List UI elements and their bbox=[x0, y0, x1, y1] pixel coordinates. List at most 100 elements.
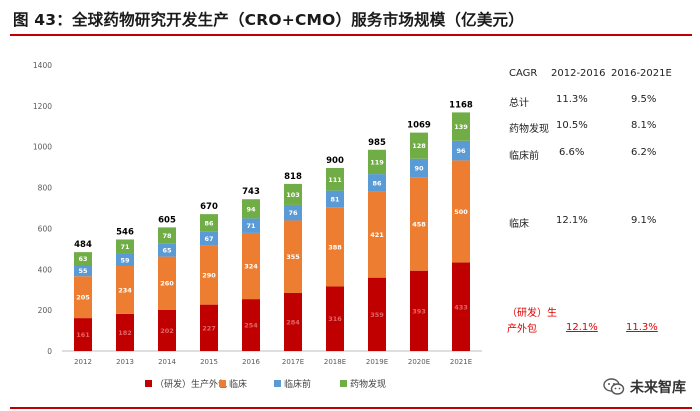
cagr-row-label: 临床 bbox=[509, 219, 529, 230]
bar-segment bbox=[452, 160, 470, 263]
data-label: 290 bbox=[202, 272, 216, 280]
bar-segment bbox=[116, 313, 134, 351]
bar-segment bbox=[74, 252, 92, 265]
bar-segment bbox=[200, 245, 218, 305]
data-label: 65 bbox=[162, 246, 172, 254]
y-tick-label: 1200 bbox=[33, 102, 52, 111]
legend-label: （研发）生产外包 bbox=[155, 378, 227, 390]
watermark: 未来智库 bbox=[603, 377, 686, 397]
x-tick-label: 2015 bbox=[200, 358, 218, 366]
x-tick-label: 2019E bbox=[366, 358, 388, 366]
data-label: 128 bbox=[412, 142, 426, 150]
total-label: 546 bbox=[116, 227, 134, 237]
data-label: 81 bbox=[330, 195, 340, 203]
total-label: 605 bbox=[158, 215, 176, 225]
bar-segment bbox=[242, 299, 260, 351]
data-label: 161 bbox=[76, 331, 90, 339]
bar-segment bbox=[158, 227, 176, 244]
bar-segment bbox=[284, 183, 302, 205]
legend-swatch bbox=[145, 380, 152, 387]
bar-segment bbox=[200, 214, 218, 232]
total-label: 1168 bbox=[449, 100, 473, 110]
bar-segment bbox=[74, 264, 92, 277]
legend-swatch bbox=[274, 380, 281, 387]
x-tick-label: 2013 bbox=[116, 358, 134, 366]
bar-segment bbox=[452, 140, 470, 161]
data-label: 284 bbox=[286, 318, 300, 326]
data-label: 96 bbox=[456, 147, 466, 155]
cagr-row-value1: 6.6% bbox=[559, 147, 585, 158]
data-label: 227 bbox=[202, 324, 216, 332]
bar-segment bbox=[158, 243, 176, 257]
data-label: 205 bbox=[76, 294, 90, 302]
bar-segment bbox=[326, 167, 344, 191]
data-label: 355 bbox=[286, 253, 300, 261]
cagr-row-value1: 10.5% bbox=[556, 120, 588, 131]
watermark-text: 未来智库 bbox=[630, 380, 686, 396]
total-label: 1069 bbox=[407, 121, 431, 131]
data-label: 234 bbox=[118, 286, 132, 294]
bar-segment bbox=[74, 318, 92, 351]
data-label: 182 bbox=[118, 329, 132, 337]
cagr-row-value2: 9.5% bbox=[631, 94, 657, 105]
wechat-icon bbox=[603, 378, 625, 395]
y-tick-label: 600 bbox=[38, 224, 53, 233]
cagr-row-label: 药物发现 bbox=[509, 124, 549, 135]
data-label: 433 bbox=[454, 303, 468, 311]
bar-segment bbox=[116, 239, 134, 254]
cagr-row-label: （研发）生产外包 bbox=[507, 308, 557, 335]
data-label: 139 bbox=[454, 123, 468, 131]
x-tick-label: 2017E bbox=[282, 358, 304, 366]
bar-segment bbox=[74, 276, 92, 319]
y-tick-label: 800 bbox=[38, 184, 53, 193]
bar-segment bbox=[284, 292, 302, 351]
legend-swatch bbox=[219, 380, 226, 387]
data-label: 421 bbox=[370, 231, 384, 239]
x-tick-label: 2021E bbox=[450, 358, 472, 366]
bar-segment bbox=[284, 204, 302, 221]
bar-segment bbox=[410, 158, 428, 178]
data-label: 71 bbox=[120, 243, 130, 251]
bar-segment bbox=[158, 309, 176, 351]
total-label: 670 bbox=[200, 202, 218, 212]
cagr-row-value1: 11.3% bbox=[556, 94, 588, 105]
data-label: 324 bbox=[244, 263, 258, 271]
cagr-row-value2: 11.3% bbox=[626, 322, 658, 333]
total-label: 743 bbox=[242, 187, 260, 197]
cagr-row-value1: 12.1% bbox=[556, 215, 588, 226]
x-tick-label: 2012 bbox=[74, 358, 92, 366]
legend-label: 药物发现 bbox=[350, 378, 386, 390]
data-label: 111 bbox=[328, 176, 342, 184]
bar-segment bbox=[200, 231, 218, 246]
data-label: 393 bbox=[412, 307, 426, 315]
x-tick-label: 2020E bbox=[408, 358, 430, 366]
bar-segment bbox=[242, 199, 260, 219]
title-divider bbox=[10, 34, 692, 36]
data-label: 86 bbox=[372, 179, 382, 187]
data-label: 71 bbox=[246, 222, 256, 230]
bar-segment bbox=[326, 190, 344, 208]
bar-segment bbox=[200, 304, 218, 351]
data-label: 359 bbox=[370, 311, 384, 319]
bar-segment bbox=[116, 266, 134, 314]
bar-segment bbox=[284, 220, 302, 293]
data-label: 90 bbox=[414, 164, 424, 172]
bar-segment bbox=[410, 177, 428, 271]
cagr-header-label: CAGR bbox=[509, 68, 538, 79]
data-label: 63 bbox=[78, 255, 87, 263]
chart-title: 图 43：全球药物研究开发生产（CRO+CMO）服务市场规模（亿美元） bbox=[13, 11, 524, 29]
bar-segment bbox=[242, 232, 260, 300]
bar-segment bbox=[368, 149, 386, 175]
data-label: 86 bbox=[204, 219, 214, 227]
data-label: 202 bbox=[160, 327, 174, 335]
cagr-row-label: 临床前 bbox=[509, 151, 539, 162]
y-tick-label: 1400 bbox=[33, 61, 52, 70]
data-label: 119 bbox=[370, 158, 384, 166]
y-tick-label: 400 bbox=[38, 265, 53, 274]
cagr-row-label: 总计 bbox=[509, 98, 529, 109]
bar-segment bbox=[410, 270, 428, 351]
cagr-header-period1: 2012-2016 bbox=[551, 68, 606, 79]
x-tick-label: 2014 bbox=[158, 358, 176, 366]
cagr-row-value2: 9.1% bbox=[631, 215, 657, 226]
